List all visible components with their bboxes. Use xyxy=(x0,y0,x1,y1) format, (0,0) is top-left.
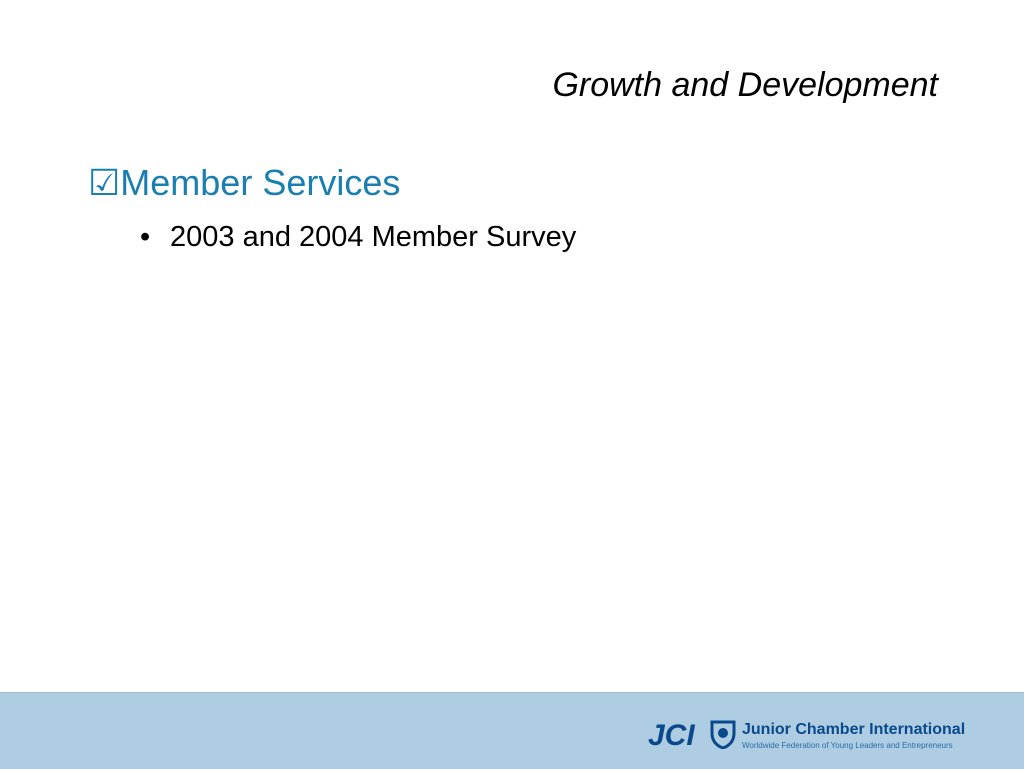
bullet-marker: • xyxy=(140,221,151,253)
heading: ☑Member Services xyxy=(88,162,400,204)
heading-text: Member Services xyxy=(120,162,401,203)
footer: JCI Junior Chamber International Worldwi… xyxy=(0,692,1024,769)
logo-shield xyxy=(710,720,736,749)
bullet-text: 2003 and 2004 Member Survey xyxy=(170,221,577,253)
logo: JCI xyxy=(648,719,695,752)
bullet: • 2003 and 2004 Member Survey xyxy=(140,221,576,254)
org-name: Junior Chamber International xyxy=(742,721,966,738)
org-tagline: Worldwide Federation of Young Leaders an… xyxy=(742,741,953,750)
slide-title: Growth and Development xyxy=(552,66,938,104)
heading-marker: ☑ xyxy=(88,162,121,203)
